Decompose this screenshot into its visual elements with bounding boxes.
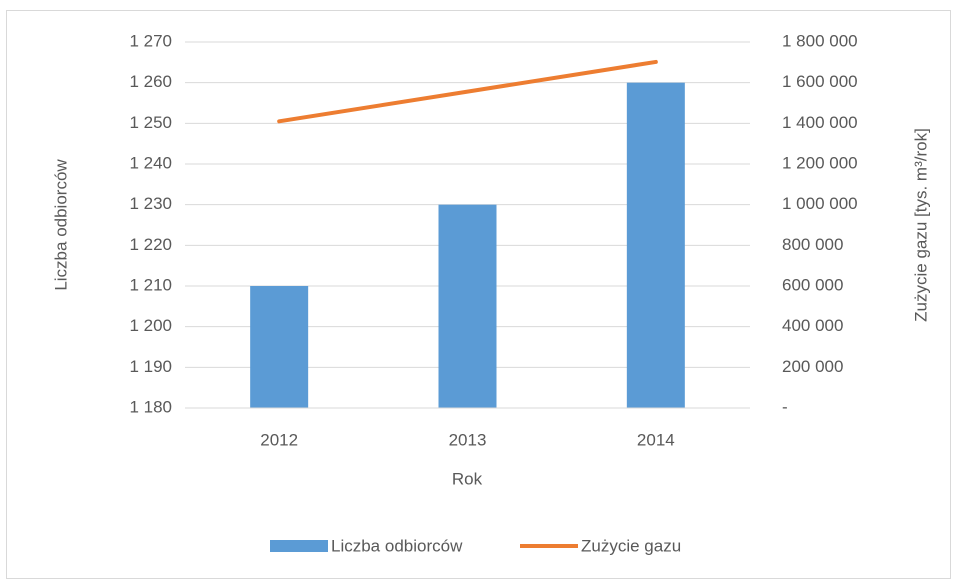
y2-axis-title: Zużycie gazu [tys. m³/rok] <box>911 128 930 322</box>
y-tick-label: 1 220 <box>129 235 172 254</box>
y2-tick-label: 1 600 000 <box>782 72 858 91</box>
y2-tick-label: 600 000 <box>782 275 843 294</box>
y2-tick-label: 1 000 000 <box>782 194 858 213</box>
y-tick-label: 1 210 <box>129 275 172 294</box>
x-tick-label: 2013 <box>449 430 487 449</box>
legend-label: Zużycie gazu <box>581 536 681 555</box>
y2-tick-label: 1 400 000 <box>782 113 858 132</box>
x-tick-label: 2014 <box>637 430 675 449</box>
y-tick-label: 1 190 <box>129 357 172 376</box>
y2-tick-label: 400 000 <box>782 316 843 335</box>
legend-label: Liczba odbiorców <box>331 536 463 555</box>
y-axis-title: Liczba odbiorców <box>51 159 70 291</box>
y-tick-label: 1 180 <box>129 397 172 416</box>
y-tick-label: 1 260 <box>129 72 172 91</box>
y2-tick-label: 1 800 000 <box>782 31 858 50</box>
y-tick-label: 1 200 <box>129 316 172 335</box>
bar <box>626 82 685 409</box>
y2-tick-label: 200 000 <box>782 357 843 376</box>
x-axis-title: Rok <box>452 469 483 488</box>
bar <box>438 204 497 408</box>
y-tick-label: 1 270 <box>129 31 172 50</box>
line <box>277 59 658 124</box>
legend-swatch <box>270 540 328 552</box>
y2-tick-label: 1 200 000 <box>782 153 858 172</box>
y2-tick-label: 800 000 <box>782 235 843 254</box>
y2-tick-label: - <box>782 397 788 416</box>
bar <box>250 286 309 408</box>
y-tick-label: 1 250 <box>129 113 172 132</box>
x-tick-label: 2012 <box>260 430 298 449</box>
y-tick-label: 1 230 <box>129 194 172 213</box>
y-tick-label: 1 240 <box>129 153 172 172</box>
